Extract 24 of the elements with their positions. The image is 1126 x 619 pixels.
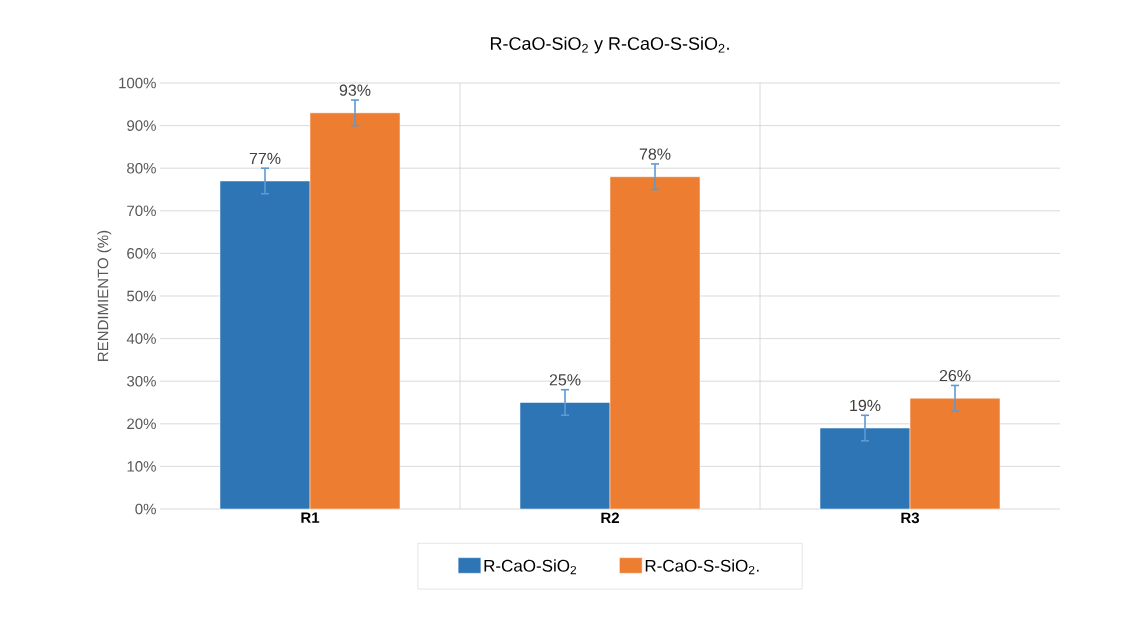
y-tick-label: 50%	[127, 290, 156, 302]
data-label: 78%	[639, 148, 671, 160]
legend-label: R-CaO-SiO$_{2}$	[484, 559, 577, 575]
y-tick-label: 30%	[127, 375, 156, 387]
x-tick-label: R3	[901, 512, 920, 524]
y-axis-title: RENDIMIENTO (%)	[97, 230, 112, 361]
data-label: 19%	[850, 399, 881, 412]
x-tick-label: R1	[301, 512, 320, 523]
y-tick-label: 70%	[127, 205, 156, 217]
data-label: 26%	[939, 369, 971, 382]
data-label: 93%	[339, 84, 371, 96]
y-tick-label: 10%	[127, 461, 156, 472]
x-tick-label: R2	[601, 512, 619, 524]
data-label: 25%	[549, 374, 581, 386]
legend-label: R-CaO-S-SiO$_{2}$.	[645, 559, 759, 575]
y-tick-label: 40%	[126, 333, 156, 344]
chart-title: R-CaO-SiO$_{2}$ y R-CaO-S-SiO$_{2}$.	[490, 36, 729, 54]
y-tick-label: 80%	[127, 162, 156, 174]
y-tick-label: 20%	[127, 418, 156, 430]
y-tick-label: 0%	[135, 503, 156, 515]
y-tick-label: 100%	[119, 77, 156, 89]
y-tick-label: 60%	[127, 248, 156, 259]
y-tick-label: 90%	[127, 120, 156, 131]
data-label: 77%	[249, 152, 281, 164]
